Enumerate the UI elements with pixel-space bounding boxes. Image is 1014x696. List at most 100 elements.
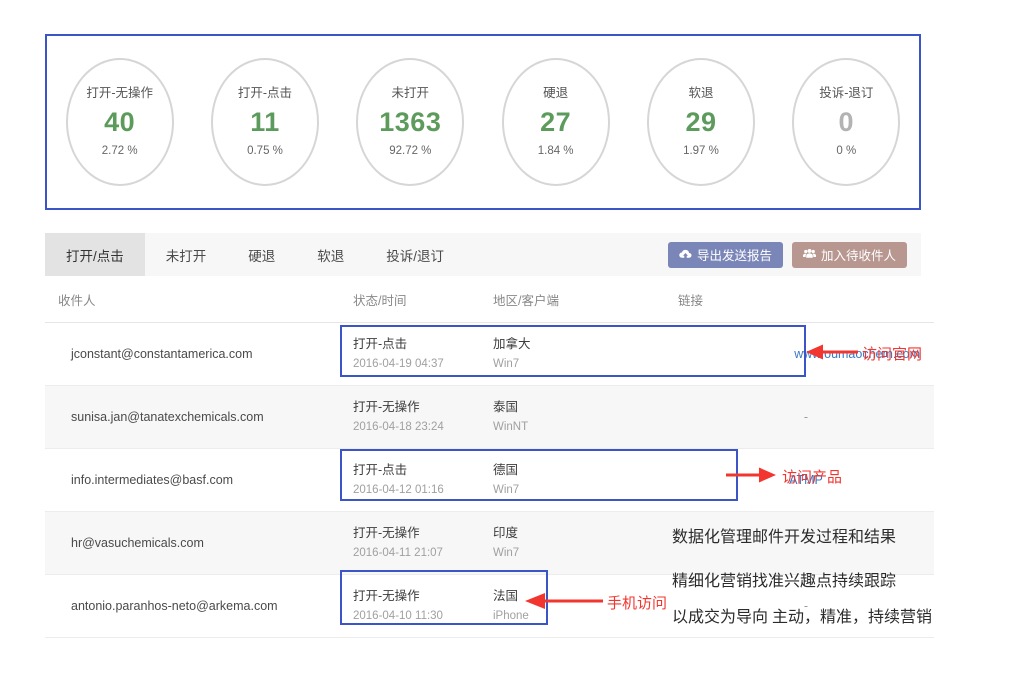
cell-recipient: hr@vasuchemicals.com [45,511,353,575]
client-text: Win7 [493,546,520,559]
annotation-arrow-visit-product [726,467,776,483]
add-recipient-button[interactable]: 加入待收件人 [791,241,907,268]
table-row[interactable]: sunisa.jan@tanatexchemicals.com 打开-无操作 2… [45,385,934,449]
link-text[interactable]: ATMP [789,473,823,487]
stat-circle-opened-clicked[interactable]: 打开-点击 11 0.75 % [210,58,319,186]
client-text: Win7 [493,357,520,370]
annotation-label-mobile-visit: 手机访问 [607,596,668,612]
cell-region-client: 加拿大 Win7 [493,322,678,386]
tab-complaint-unsubscribe[interactable]: 投诉/退订 [386,248,445,264]
tab-open-click[interactable]: 打开/点击 [45,233,145,276]
stat-circle-hard-bounce[interactable]: 硬退 27 1.84 % [501,58,610,186]
stat-label: 软退 [688,86,714,100]
cell-link: - [678,574,934,638]
tab-bar: 打开/点击 未打开 硬退 软退 投诉/退订 导出发送报告 [45,233,921,276]
stat-value: 0 [838,106,855,137]
status-text: 打开-无操作 [353,588,420,603]
annotation-arrow-visit-site [806,344,858,360]
cell-recipient: antonio.paranhos-neto@arkema.com [45,574,353,638]
col-header-recipient: 收件人 [45,276,353,323]
time-text: 2016-04-18 23:24 [353,420,444,433]
table-row[interactable]: antonio.paranhos-neto@arkema.com 打开-无操作 … [45,574,934,638]
cell-region-client: 印度 Win7 [493,511,678,575]
tab-unopened[interactable]: 未打开 [165,248,207,264]
overlay-note-1: 数据化管理邮件开发过程和结果 [672,529,897,546]
status-text: 打开-点击 [353,336,408,351]
stat-percent: 92.72 % [389,144,432,157]
stat-circle-complaint-unsubscribe[interactable]: 投诉-退订 0 0 % [792,58,901,186]
region-text: 加拿大 [493,336,531,351]
stat-value: 40 [104,106,136,137]
recipient-email: info.intermediates@basf.com [71,473,234,487]
recipient-email: sunisa.jan@tanatexchemicals.com [71,410,264,424]
cell-status-time: 打开-点击 2016-04-19 04:37 [353,322,493,386]
table-row[interactable]: jconstant@constantamerica.com 打开-点击 2016… [45,322,934,386]
stat-percent: 0.75 % [247,144,283,157]
overlay-note-3: 以成交为导向 主动，精准，持续营销 [672,609,933,626]
recipient-email: jconstant@constantamerica.com [71,347,253,361]
cell-status-time: 打开-无操作 2016-04-10 11:30 [353,574,493,638]
stat-value: 11 [250,106,280,137]
stat-value: 1363 [379,106,442,137]
time-text: 2016-04-10 11:30 [353,609,443,622]
link-text: - [803,599,809,613]
tab-hard-bounce[interactable]: 硬退 [248,248,276,264]
link-text: - [803,410,809,424]
overlay-note-2: 精细化营销找准兴趣点持续跟踪 [672,573,897,590]
table-header-row: 收件人 状态/时间 地区/客户端 链接 [45,276,934,323]
recipient-email: hr@vasuchemicals.com [71,536,204,550]
region-text: 法国 [493,588,519,603]
region-text: 印度 [493,525,519,540]
region-text: 德国 [493,462,519,477]
cell-region-client: 泰国 WinNT [493,385,678,449]
cloud-download-icon [679,248,692,261]
export-report-label: 导出发送报告 [696,249,772,263]
stat-label: 打开-点击 [237,86,293,100]
region-text: 泰国 [493,399,519,414]
annotation-arrow-mobile-visit [525,593,603,609]
table-row[interactable]: info.intermediates@basf.com 打开-点击 2016-0… [45,448,934,512]
time-text: 2016-04-19 04:37 [353,357,444,370]
cell-link: - [678,385,934,449]
annotation-label-visit-product: 访问产品 [782,470,843,486]
status-text: 打开-无操作 [353,525,420,540]
stat-label: 投诉-退订 [819,86,874,100]
export-report-button[interactable]: 导出发送报告 [667,241,783,268]
cell-region-client: 法国 iPhone [493,574,678,638]
table-row[interactable]: hr@vasuchemicals.com 打开-无操作 2016-04-11 2… [45,511,934,575]
stat-label: 硬退 [543,86,569,100]
col-header-status-time: 状态/时间 [353,276,493,323]
stat-percent: 2.72 % [101,144,138,157]
stat-circle-unopened[interactable]: 未打开 1363 92.72 % [356,58,465,186]
cell-recipient: sunisa.jan@tanatexchemicals.com [45,385,353,449]
stats-panel: 打开-无操作 40 2.72 % 打开-点击 11 0.75 % 未打开 136… [45,34,921,210]
col-header-region-client: 地区/客户端 [493,276,678,323]
annotation-label-visit-site: 访问官网 [862,347,923,363]
stat-circle-soft-bounce[interactable]: 软退 29 1.97 % [646,58,755,186]
client-text: iPhone [493,609,529,622]
cell-status-time: 打开-点击 2016-04-12 01:16 [353,448,493,512]
cell-status-time: 打开-无操作 2016-04-11 21:07 [353,511,493,575]
time-text: 2016-04-12 01:16 [353,483,444,496]
cell-link: ATMP [678,448,934,512]
client-text: WinNT [493,420,529,433]
status-text: 打开-点击 [353,462,408,477]
client-text: Win7 [493,483,520,496]
results-panel: 打开/点击 未打开 硬退 软退 投诉/退订 导出发送报告 [45,233,934,638]
cell-recipient: info.intermediates@basf.com [45,448,353,512]
stat-label: 打开-无操作 [86,86,153,100]
add-recipient-label: 加入待收件人 [820,249,896,263]
tab-soft-bounce[interactable]: 软退 [317,248,345,264]
cell-status-time: 打开-无操作 2016-04-18 23:24 [353,385,493,449]
stat-value: 29 [685,106,717,137]
cell-recipient: jconstant@constantamerica.com [45,322,353,386]
recipient-email: antonio.paranhos-neto@arkema.com [71,599,278,613]
stat-circle-opened-no-action[interactable]: 打开-无操作 40 2.72 % [65,58,174,186]
stat-value: 27 [540,106,572,137]
stat-percent: 0 % [836,144,857,157]
cell-region-client: 德国 Win7 [493,448,678,512]
stat-label: 未打开 [391,86,430,100]
recipients-table: 收件人 状态/时间 地区/客户端 链接 jconstant@constantam… [45,276,934,638]
toolbar-actions: 导出发送报告 加入待收件人 [667,233,921,276]
time-text: 2016-04-11 21:07 [353,546,443,559]
